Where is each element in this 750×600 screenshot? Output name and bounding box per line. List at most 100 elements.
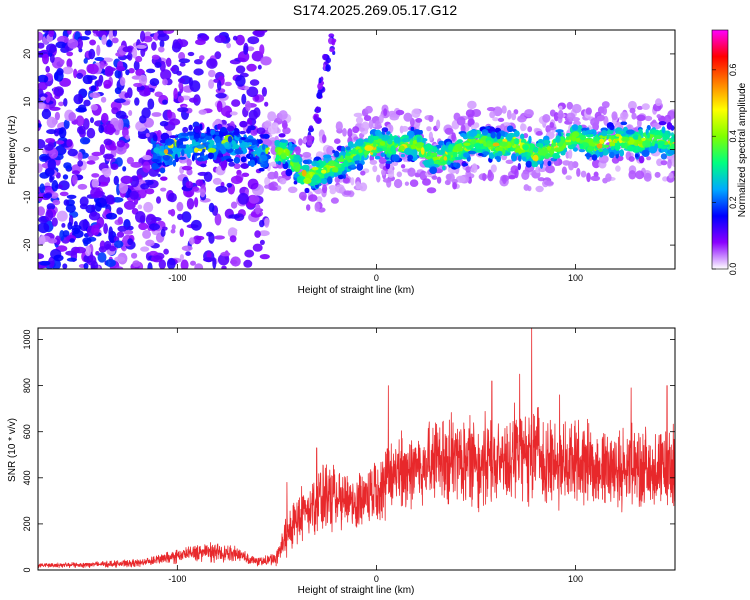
noise-cell (143, 36, 153, 43)
noise-cell (63, 119, 70, 129)
noise-cell (73, 68, 78, 79)
ridge-cell (294, 166, 300, 173)
noise-cell (135, 44, 147, 49)
ridge-cell (246, 127, 251, 134)
haze-cell (395, 109, 405, 116)
colorbar-tick-label: 0.0 (728, 263, 738, 276)
haze-cell (668, 172, 674, 179)
noise-cell (131, 252, 138, 259)
haze-cell (436, 119, 441, 130)
noise-cell (67, 38, 79, 49)
spectrogram-y-tick-label: 20 (22, 49, 32, 59)
noise-cell (200, 34, 209, 41)
ridge-cell (191, 154, 195, 162)
spectrogram-x-axis-label: Height of straight line (km) (298, 285, 415, 296)
noise-cell (115, 110, 127, 119)
haze-cell (572, 103, 582, 114)
noise-cell (140, 246, 150, 252)
noise-cell (176, 70, 182, 76)
noise-cell (178, 77, 186, 84)
ridge-cell (638, 155, 645, 164)
noise-cell (63, 199, 70, 206)
noise-cell (246, 86, 259, 98)
ridge-cell (220, 127, 228, 133)
noise-cell (177, 95, 184, 103)
ridge-cell (457, 143, 463, 150)
ridge-cell (400, 154, 405, 158)
ridge-cell (547, 160, 552, 166)
noise-cell (83, 99, 91, 107)
ridge-cell (460, 133, 467, 137)
ridge-cell (301, 164, 310, 171)
noise-cell (257, 64, 262, 70)
ridge-cell (179, 144, 188, 149)
haze-cell (335, 184, 345, 194)
chart-title: S174.2025.269.05.17.G12 (293, 2, 457, 18)
haze-cell (447, 166, 452, 173)
noise-cell (259, 44, 265, 56)
ridge-cell (334, 150, 340, 158)
ridge-cell (304, 187, 310, 194)
haze-cell (411, 108, 421, 118)
ridge-cell (429, 166, 438, 174)
noise-cell (153, 32, 159, 41)
snr-y-axis-label: SNR (10 * v/v) (7, 418, 18, 482)
noise-cell (105, 259, 116, 267)
ridge-cell (494, 146, 504, 152)
haze-cell (553, 112, 560, 122)
noise-cell (185, 181, 194, 189)
ridge-cell (409, 139, 413, 146)
ridge-cell (666, 122, 673, 130)
noise-cell (72, 174, 78, 185)
ridge-cell (262, 133, 270, 139)
ridge-cell (331, 166, 339, 173)
ridge-cell (584, 153, 592, 157)
noise-cell (260, 56, 272, 66)
noise-cell (38, 102, 46, 110)
ridge-cell (456, 139, 463, 144)
haze-cell (546, 126, 557, 131)
ridge-cell (350, 149, 354, 155)
haze-cell (422, 178, 431, 186)
haze-cell (431, 175, 438, 180)
ridge-cell (227, 135, 233, 143)
ridge-cell (424, 160, 431, 168)
haze-cell (326, 145, 335, 156)
snr-plot-area (38, 328, 675, 570)
ridge-cell (303, 177, 312, 184)
noise-cell (118, 118, 124, 131)
ridge-cell (157, 173, 161, 177)
ridge-cell (275, 154, 280, 162)
ridge-cell (372, 140, 377, 148)
ridge-cell (323, 154, 332, 159)
noise-cell (114, 87, 122, 95)
noise-cell (114, 69, 122, 79)
haze-cell (511, 112, 517, 121)
noise-cell (79, 137, 91, 145)
spectrogram-y-tick-label: 0 (22, 147, 32, 152)
ridge-cell (181, 149, 185, 157)
haze-cell (521, 171, 530, 180)
noise-cell (151, 112, 162, 117)
noise-cell (145, 214, 157, 226)
ridge-cell (609, 141, 616, 147)
noise-cell (98, 125, 104, 134)
spectrogram-x-tick-label: 100 (568, 273, 583, 283)
noise-cell (145, 133, 150, 138)
ridge-cell (204, 135, 213, 140)
haze-cell (565, 175, 572, 181)
artifact-cell (313, 115, 318, 122)
haze-cell (387, 169, 395, 175)
ridge-cell (179, 137, 189, 142)
artifact-cell (306, 140, 313, 146)
ridge-cell (415, 142, 425, 147)
noise-cell (143, 85, 150, 95)
noise-cell (55, 41, 67, 49)
ridge-cell (637, 135, 642, 141)
haze-cell (382, 178, 392, 183)
ridge-cell (194, 125, 201, 133)
noise-cell (66, 257, 77, 262)
ridge-cell (326, 176, 333, 185)
